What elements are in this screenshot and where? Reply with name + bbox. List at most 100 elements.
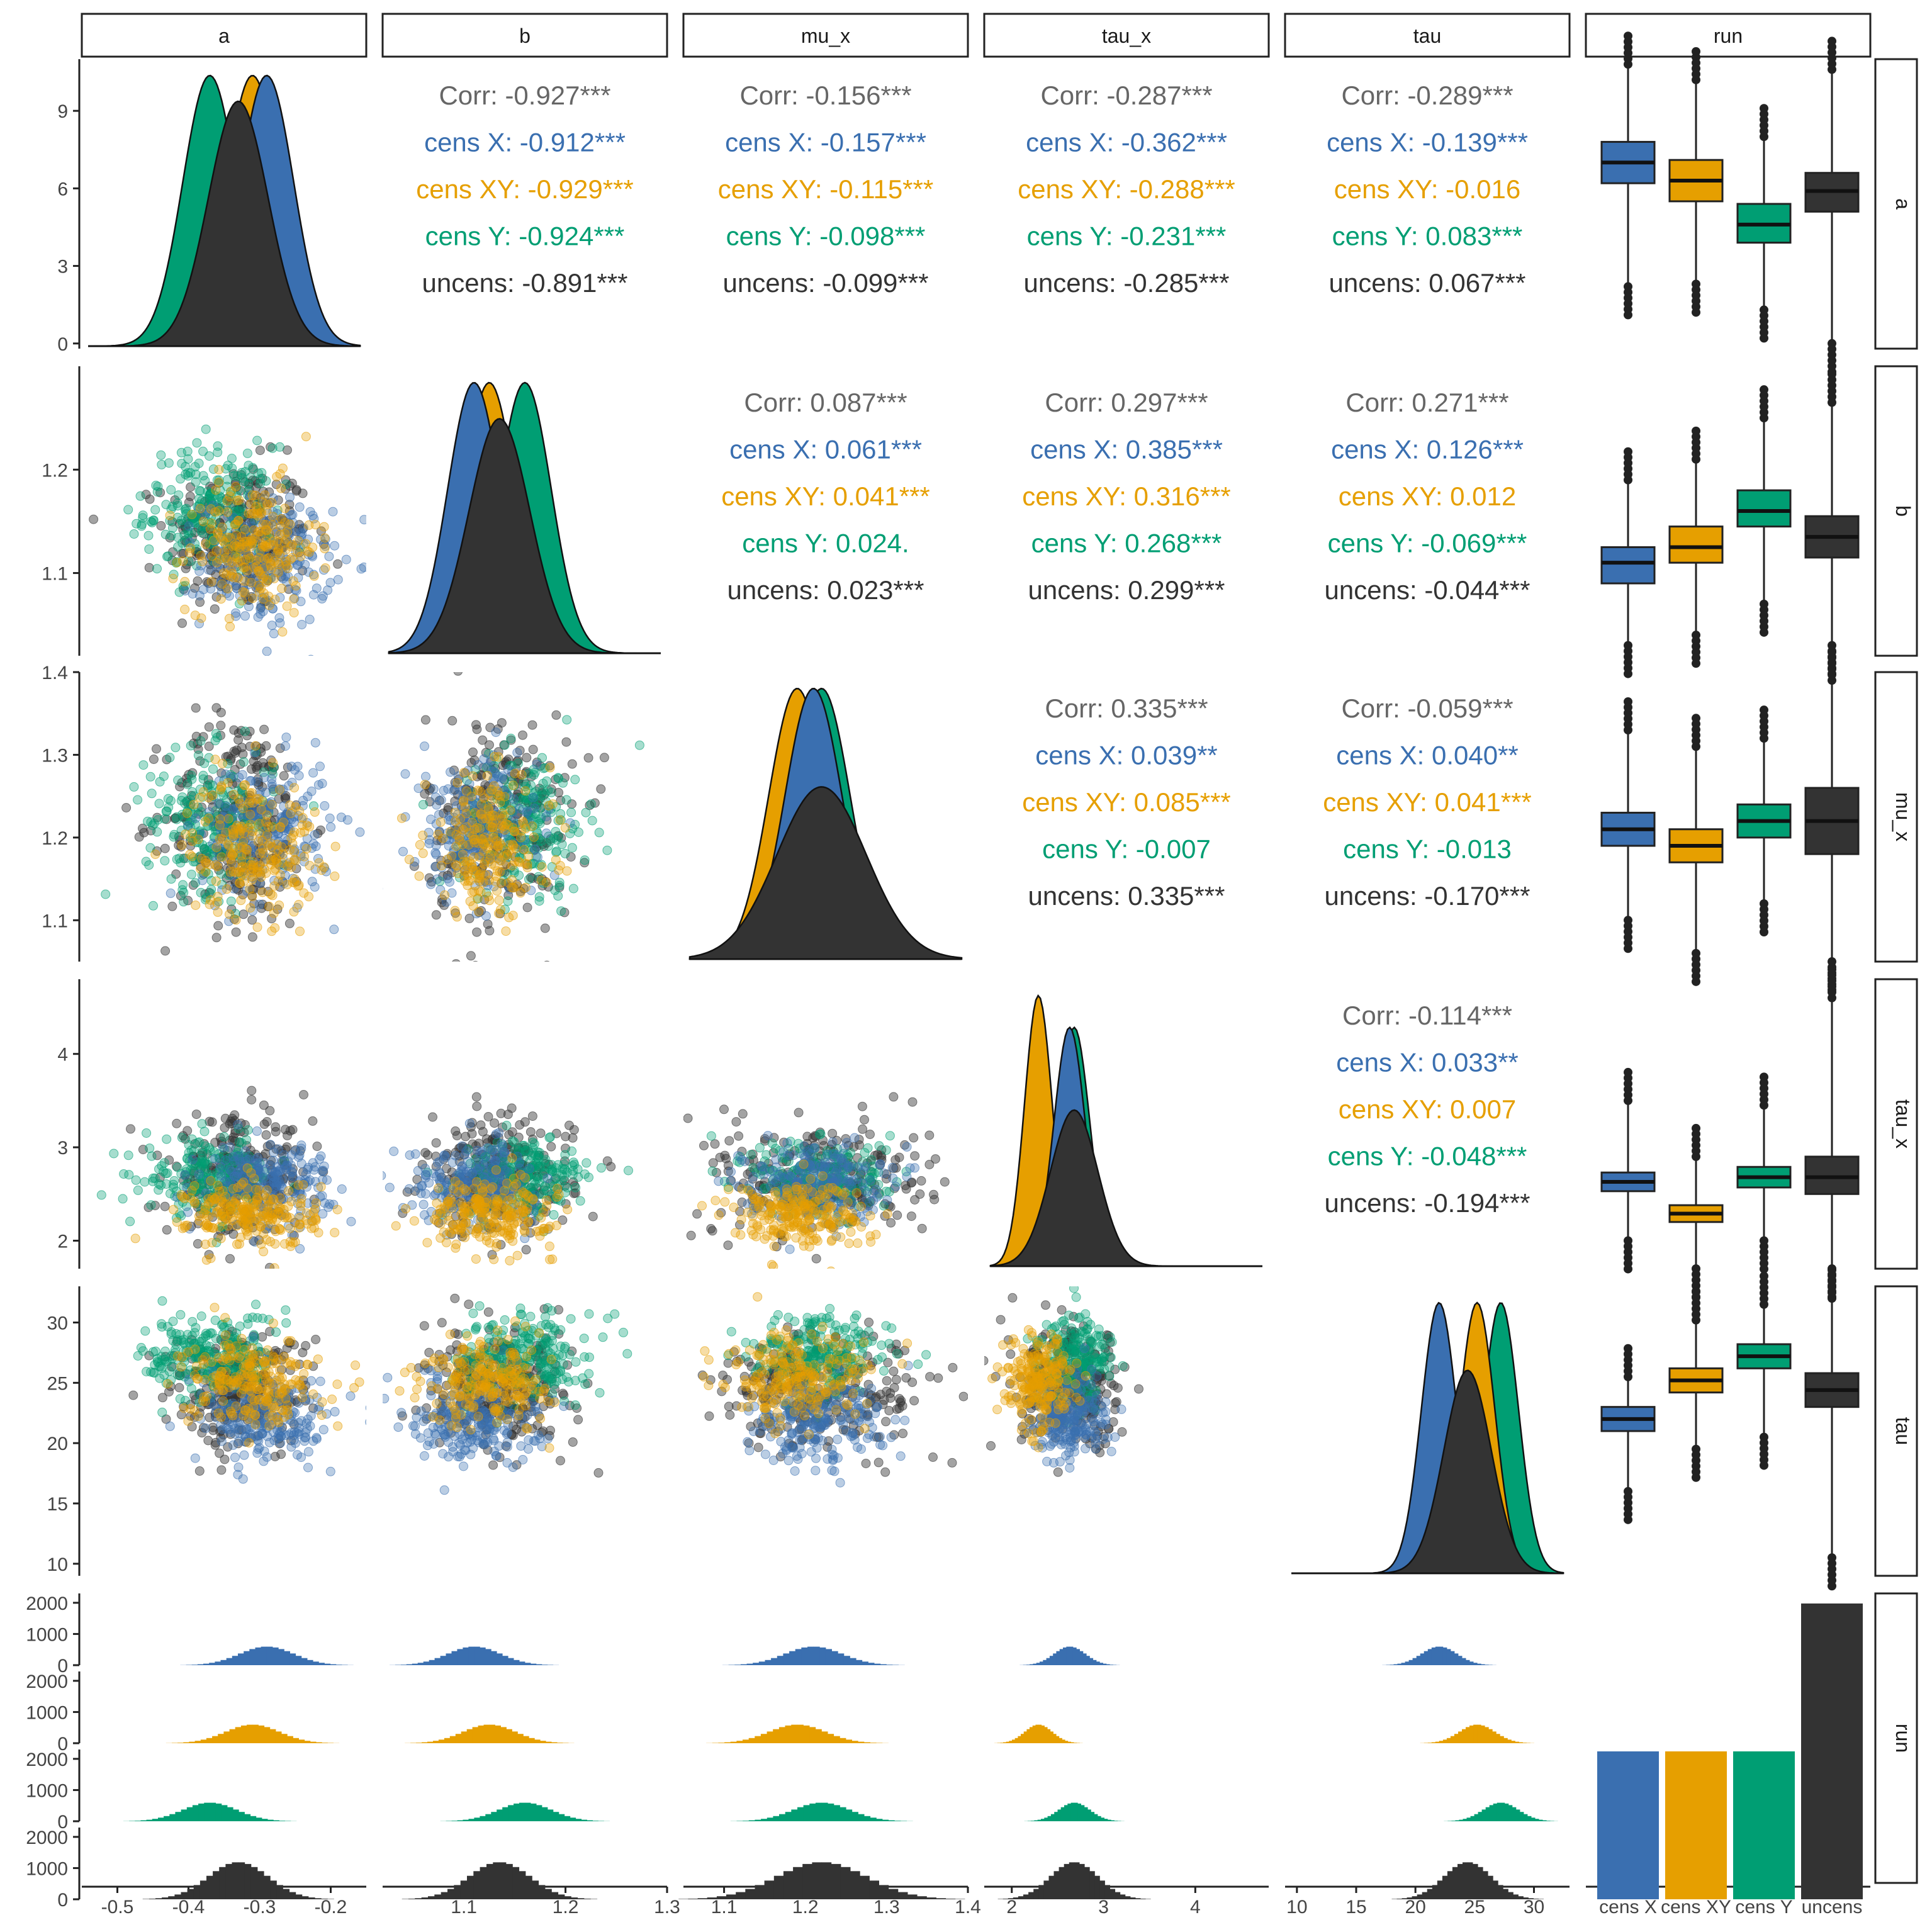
scatter-point	[230, 1110, 240, 1120]
scatter-point	[599, 753, 609, 763]
scatter-point	[201, 867, 211, 877]
corr-label: cens XY: -0.929***	[416, 174, 634, 204]
scatter-point	[456, 814, 466, 824]
scatter-point	[493, 841, 503, 851]
scatter-point	[217, 758, 227, 768]
scatter-point	[204, 741, 214, 751]
scatter-point	[320, 563, 330, 573]
scatter-point	[247, 593, 257, 604]
scatter-point	[266, 889, 276, 899]
scatter-point	[546, 1142, 556, 1152]
scatter-point	[442, 873, 452, 884]
scatter-point	[235, 545, 245, 554]
scatter-point	[184, 521, 194, 531]
scatter-point	[227, 454, 237, 463]
scatter-point	[254, 553, 264, 563]
scatter-point	[166, 888, 176, 898]
scatter-point	[286, 809, 296, 819]
scatter-point	[447, 888, 457, 898]
scatter-point	[300, 827, 310, 837]
scatter-point	[446, 1194, 456, 1204]
scatter-point	[532, 852, 542, 862]
scatter-point	[315, 761, 325, 772]
scatter-point	[431, 910, 441, 920]
scatter-point	[265, 1106, 275, 1116]
scatter-point	[135, 491, 145, 501]
scatter-point	[409, 1216, 419, 1226]
scatter-point	[444, 1227, 454, 1237]
scatter-point	[252, 508, 262, 519]
scatter-point	[169, 1179, 178, 1189]
scatter-point	[243, 811, 252, 821]
scatter-point	[699, 1140, 709, 1150]
scatter-point	[166, 874, 176, 884]
corr-label: cens XY: -0.288***	[1018, 174, 1235, 204]
scatter-point	[257, 887, 267, 897]
scatter-point	[214, 506, 224, 516]
scatter-point	[247, 490, 257, 500]
scatter-point	[251, 777, 261, 787]
scatter-point	[227, 557, 237, 567]
corr-label: cens Y: -0.069***	[1328, 529, 1527, 558]
scatter-point	[561, 737, 571, 747]
scatter-point	[298, 523, 308, 533]
corr-panel-b-mu_x: Corr: 0.087***cens X: 0.061***cens XY: 0…	[721, 388, 930, 605]
scatter-point	[252, 1194, 262, 1204]
scatter-point	[226, 896, 236, 906]
scatter-point	[266, 755, 276, 765]
scatter-point	[489, 1254, 499, 1264]
scatter-point	[275, 823, 285, 833]
scatter-point	[267, 1202, 277, 1212]
scatter-point	[452, 959, 461, 962]
scatter-point	[560, 848, 570, 858]
scatter-point	[486, 1184, 496, 1194]
scatter-point	[281, 741, 290, 751]
scatter-point	[568, 1133, 578, 1143]
scatter-point	[247, 932, 257, 942]
scatter-point	[473, 960, 478, 962]
y-tick-label: 0	[57, 334, 68, 355]
scatter-point	[197, 556, 207, 566]
x-tick-label: -0.4	[172, 1897, 205, 1918]
scatter-point	[259, 1247, 269, 1257]
scatter-point	[143, 531, 154, 541]
scatter-point	[420, 780, 430, 790]
x-tick-label: -0.5	[101, 1897, 134, 1918]
scatter-point	[187, 774, 197, 784]
scatter-point	[634, 740, 644, 750]
scatter-point	[317, 778, 327, 789]
x-tick-label: 1.4	[955, 1897, 981, 1918]
scatter-point	[219, 1144, 229, 1154]
scatter-point	[210, 1154, 220, 1164]
scatter-point	[157, 1161, 167, 1171]
x-tick-label: 4	[1190, 1897, 1201, 1918]
scatter-point	[130, 1233, 140, 1244]
scatter-point	[240, 588, 250, 598]
scatter-point	[283, 861, 293, 871]
corr-panel-a-tau_x: Corr: -0.287***cens X: -0.362***cens XY:…	[1018, 81, 1235, 298]
scatter-point	[404, 855, 414, 865]
scatter-point	[568, 884, 578, 894]
scatter-point	[475, 786, 485, 796]
scatter-point	[172, 1217, 182, 1227]
scatter-point	[458, 850, 468, 860]
scatter-point	[231, 915, 241, 925]
scatter-point	[400, 769, 410, 779]
x-tick-label: cens XY	[1661, 1897, 1731, 1918]
scatter-point	[245, 903, 256, 913]
scatter-point	[470, 807, 480, 817]
scatter-point	[222, 496, 232, 506]
scatter-point	[505, 1255, 515, 1266]
scatter-point	[206, 504, 216, 514]
scatter-point	[512, 1250, 522, 1261]
scatter-point	[248, 857, 258, 867]
scatter-point	[435, 1233, 446, 1243]
corr-label: uncens: -0.044***	[1325, 575, 1530, 605]
scatter-point	[240, 467, 250, 477]
scatter-point	[476, 1120, 486, 1130]
scatter-point	[164, 1155, 174, 1165]
scatter-point	[165, 510, 175, 520]
scatter-point	[248, 826, 257, 836]
scatter-point	[270, 595, 280, 604]
scatter-point	[180, 604, 190, 614]
